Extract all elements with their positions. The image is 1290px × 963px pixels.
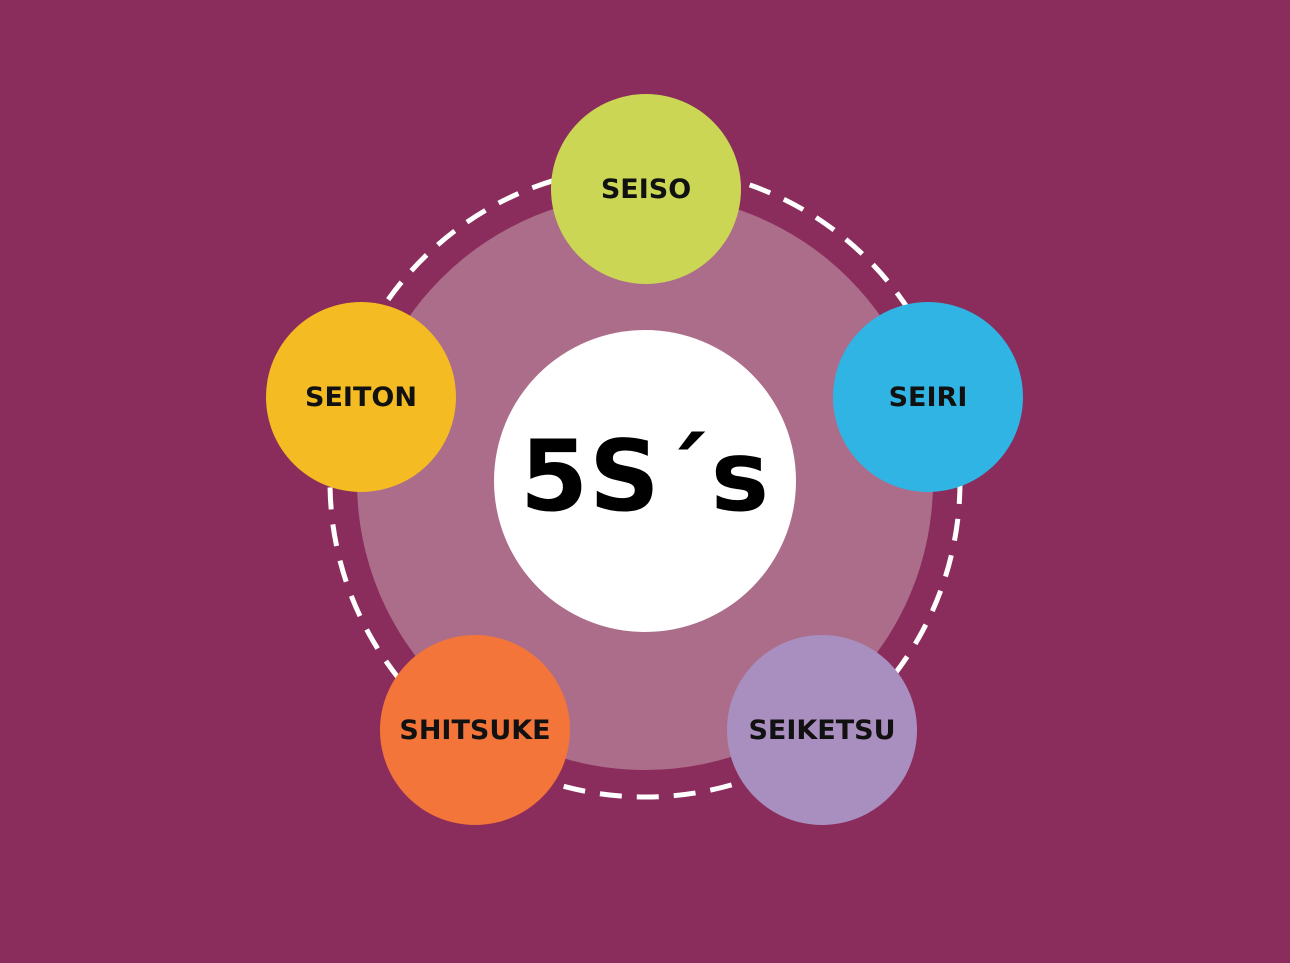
node-seiso-label: SEISO — [600, 173, 692, 205]
node-seiton: SEITON — [266, 302, 456, 492]
node-seiso: SEISO — [551, 94, 741, 284]
center-label: 5S´s — [519, 420, 771, 534]
node-shitsuke-label: SHITSUKE — [399, 714, 551, 746]
node-seiketsu: SEIKETSU — [727, 635, 917, 825]
node-seiketsu-label: SEIKETSU — [748, 714, 896, 746]
node-shitsuke: SHITSUKE — [380, 635, 570, 825]
node-seiri-label: SEIRI — [888, 381, 968, 413]
center-circle: 5S´s — [494, 330, 796, 632]
node-seiton-label: SEITON — [305, 381, 417, 413]
node-seiri: SEIRI — [833, 302, 1023, 492]
